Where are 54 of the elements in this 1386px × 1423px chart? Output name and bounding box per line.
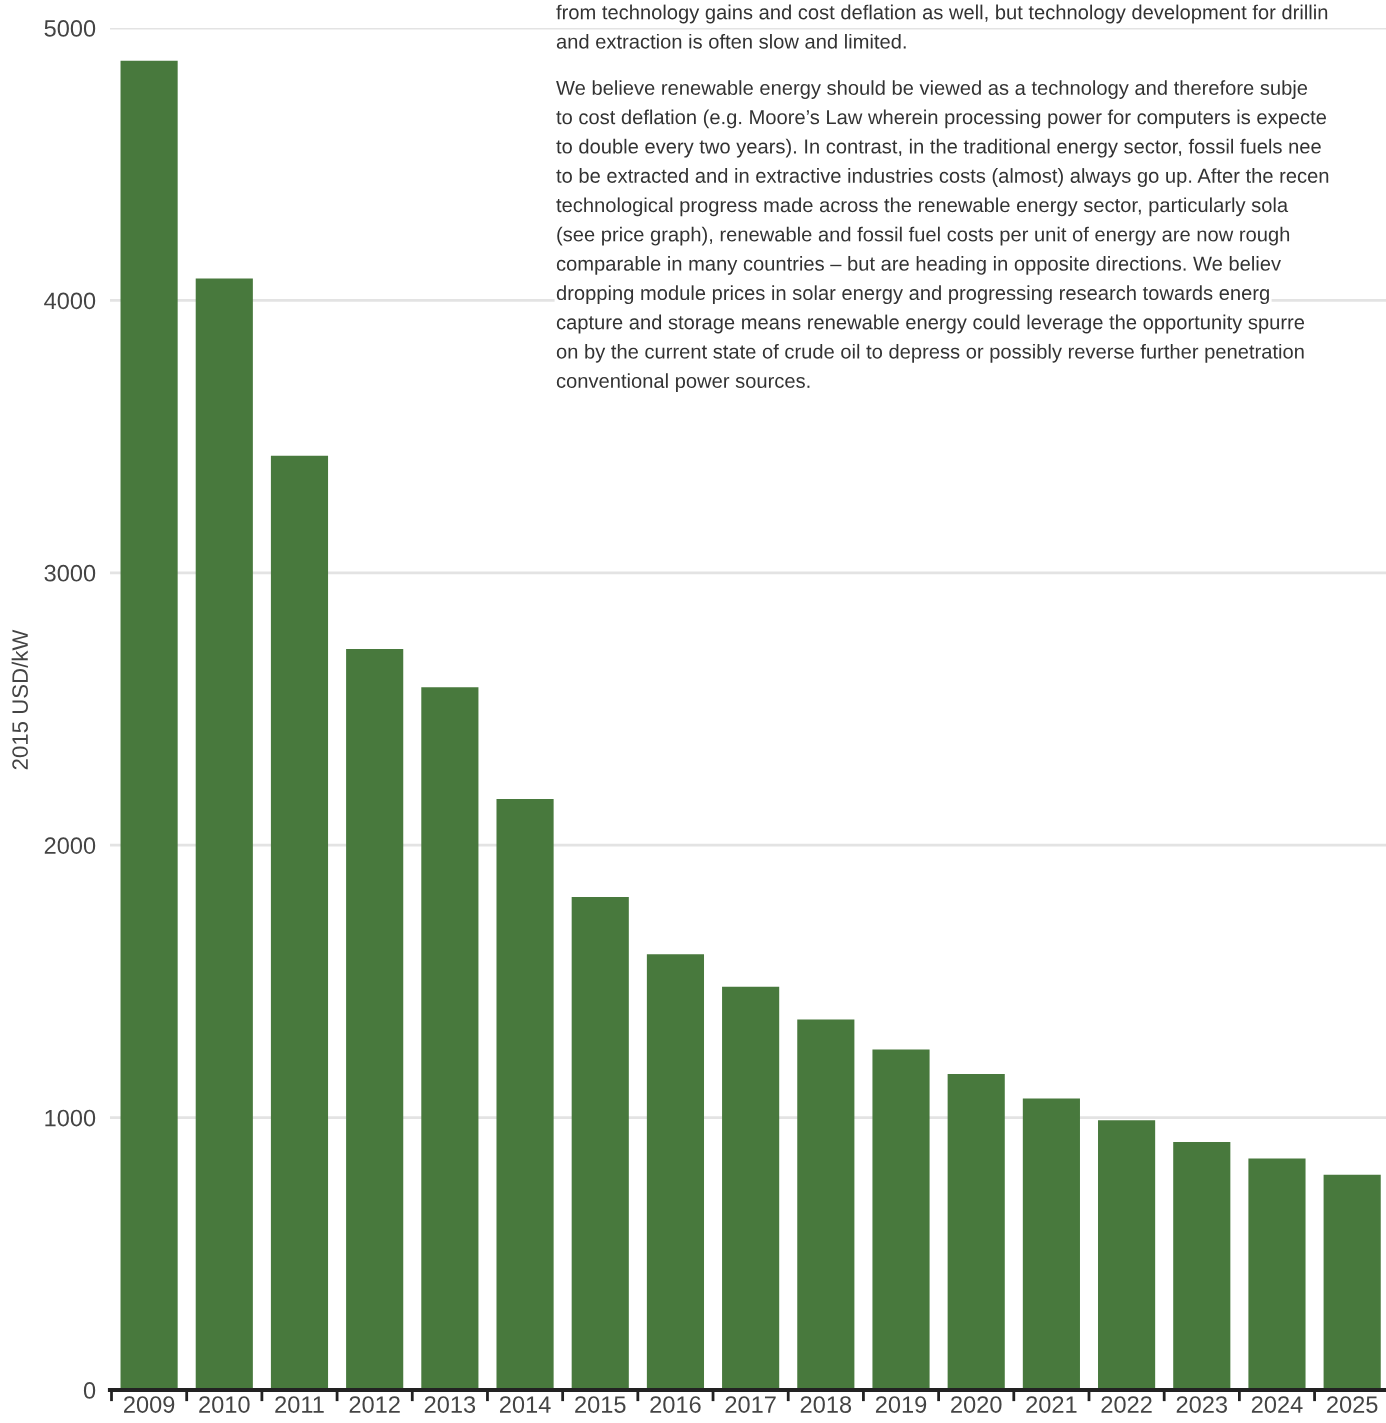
bar	[722, 986, 780, 1390]
bar	[195, 278, 253, 1390]
x-tick-label: 2017	[725, 1396, 776, 1413]
bar	[421, 687, 479, 1390]
y-tick-label: 3000	[44, 564, 96, 582]
y-tick-label: 0	[83, 1382, 96, 1399]
annotation: to be extracted and in extractive industries costs (almost) always go up. After the recen	[556, 168, 1329, 187]
bar	[1098, 1120, 1156, 1390]
x-tick-label: 2016	[650, 1396, 701, 1413]
y-tick-label: 5000	[44, 20, 96, 37]
x-tick-label: 2020	[951, 1396, 1002, 1413]
bar	[1323, 1174, 1381, 1390]
bar	[1248, 1158, 1306, 1390]
annotation: capture and storage means renewable energy could leverage the opportunity spurre	[556, 314, 1305, 334]
annotation: technological progress made across the renewable energy sector, particularly sola	[556, 197, 1289, 217]
annotation: dropping module prices in solar energy and progressing research towards energ	[556, 285, 1269, 305]
x-tick-label: 2013	[424, 1396, 476, 1413]
bar	[1022, 1098, 1080, 1390]
x-tick-label: 2015	[575, 1396, 626, 1413]
x-tick-label: 2009	[124, 1396, 175, 1413]
bar	[646, 954, 705, 1390]
x-tick-label: 2022	[1101, 1396, 1152, 1413]
y-tick-label: 1000	[45, 1109, 96, 1127]
x-tick-label: 2012	[349, 1396, 400, 1413]
bar	[120, 60, 178, 1390]
annotation: conventional power sources.	[556, 373, 810, 392]
text: from technology gains and cost deflation as well, but technology development for drillin	[556, 4, 1328, 24]
bar	[797, 1019, 855, 1390]
x-tick-label: 2019	[875, 1396, 927, 1413]
y-tick-label: 2000	[44, 837, 96, 854]
x-tick-label: 2024	[1251, 1396, 1303, 1413]
annotation: and extraction is often slow and limited.	[556, 33, 906, 49]
bar	[872, 1049, 930, 1390]
annotation: to double every two years). In contrast, in the traditional energy sector, fossil fuels nee	[556, 138, 1321, 158]
bar	[1173, 1142, 1231, 1390]
annotation: on by the current state of crude oil to depress or possibly reverse further penetration	[556, 343, 1304, 363]
y-axis-title: 2015 USD/kW	[11, 629, 28, 770]
annotation: We believe renewable energy should be viewed as a technology and therefore subje	[556, 80, 1308, 99]
x-tick-label: 2014	[499, 1396, 551, 1413]
annotation: (see price graph), renewable and fossil fuel costs per unit of energy are now rough	[557, 226, 1290, 246]
bar	[270, 455, 329, 1390]
bar	[947, 1074, 1005, 1390]
annotation: comparable in many countries – but are heading in opposite directions. We believ	[556, 256, 1281, 275]
x-tick-label: 2025	[1327, 1396, 1378, 1413]
x-tick-label: 2023	[1176, 1396, 1228, 1413]
x-tick-label: 2018	[800, 1396, 852, 1413]
x-tick-label: 2021	[1026, 1396, 1077, 1413]
annotation: to cost deflation (e.g. Moore’s Law wherein processing power for computers is expecte	[556, 109, 1326, 129]
bar	[346, 649, 404, 1390]
bar	[571, 896, 629, 1390]
y-tick-label: 4000	[44, 292, 96, 310]
x-tick-label: 2010	[199, 1396, 250, 1413]
bar	[496, 798, 554, 1390]
x-tick-label: 2011	[275, 1396, 324, 1413]
